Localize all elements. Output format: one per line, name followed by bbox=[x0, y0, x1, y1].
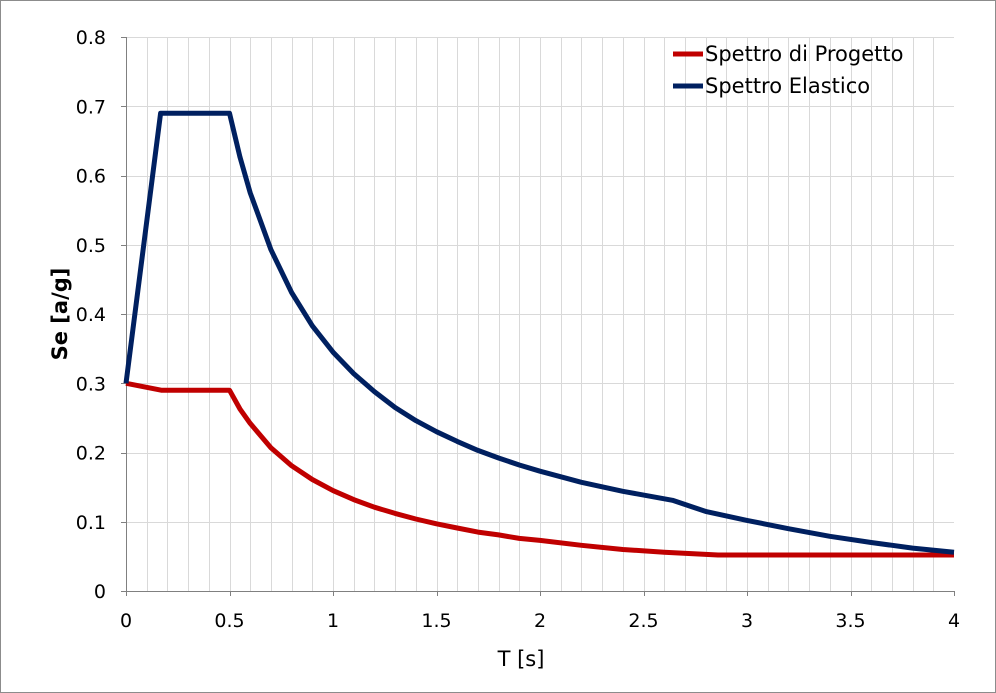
series-group bbox=[123, 110, 955, 558]
x-tick-label: 2.5 bbox=[628, 610, 658, 632]
x-tick-label: 2 bbox=[534, 610, 546, 632]
axes bbox=[121, 37, 955, 596]
x-tick-label: 0 bbox=[120, 610, 132, 632]
legend-label: Spettro di Progetto bbox=[705, 42, 903, 66]
x-tick-label: 3.5 bbox=[835, 610, 865, 632]
legend: Spettro di Progetto Spettro Elastico bbox=[673, 42, 903, 98]
grid-major bbox=[126, 37, 954, 523]
legend-label: Spettro Elastico bbox=[705, 74, 870, 98]
x-tick-label: 0.5 bbox=[214, 610, 244, 632]
x-tick-label: 3 bbox=[741, 610, 753, 632]
y-tick-label: 0.1 bbox=[76, 512, 106, 534]
y-tick-label: 0.5 bbox=[76, 235, 106, 257]
y-tick-label: 0.3 bbox=[76, 373, 106, 395]
y-tick-labels: 0 0.1 0.2 0.3 0.4 0.5 0.6 0.7 0.8 bbox=[76, 27, 106, 603]
y-tick-label: 0.6 bbox=[76, 166, 106, 188]
y-tick-label: 0.7 bbox=[76, 96, 106, 118]
x-tick-labels: 0 0.5 1 1.5 2 2.5 3 3.5 4 bbox=[120, 610, 960, 632]
y-axis-title: Se [a/g] bbox=[48, 268, 72, 361]
y-tick-label: 0 bbox=[94, 581, 106, 603]
x-tick-label: 4 bbox=[948, 610, 960, 632]
series-line-elastico bbox=[123, 110, 955, 555]
series-line-progetto bbox=[125, 380, 954, 558]
y-tick-label: 0.2 bbox=[76, 443, 106, 465]
x-axis-title: T [s] bbox=[497, 647, 545, 671]
y-tick-label: 0.4 bbox=[76, 304, 106, 326]
x-tick-label: 1 bbox=[327, 610, 339, 632]
y-tick-label: 0.8 bbox=[76, 27, 106, 49]
x-tick-label: 1.5 bbox=[421, 610, 451, 632]
